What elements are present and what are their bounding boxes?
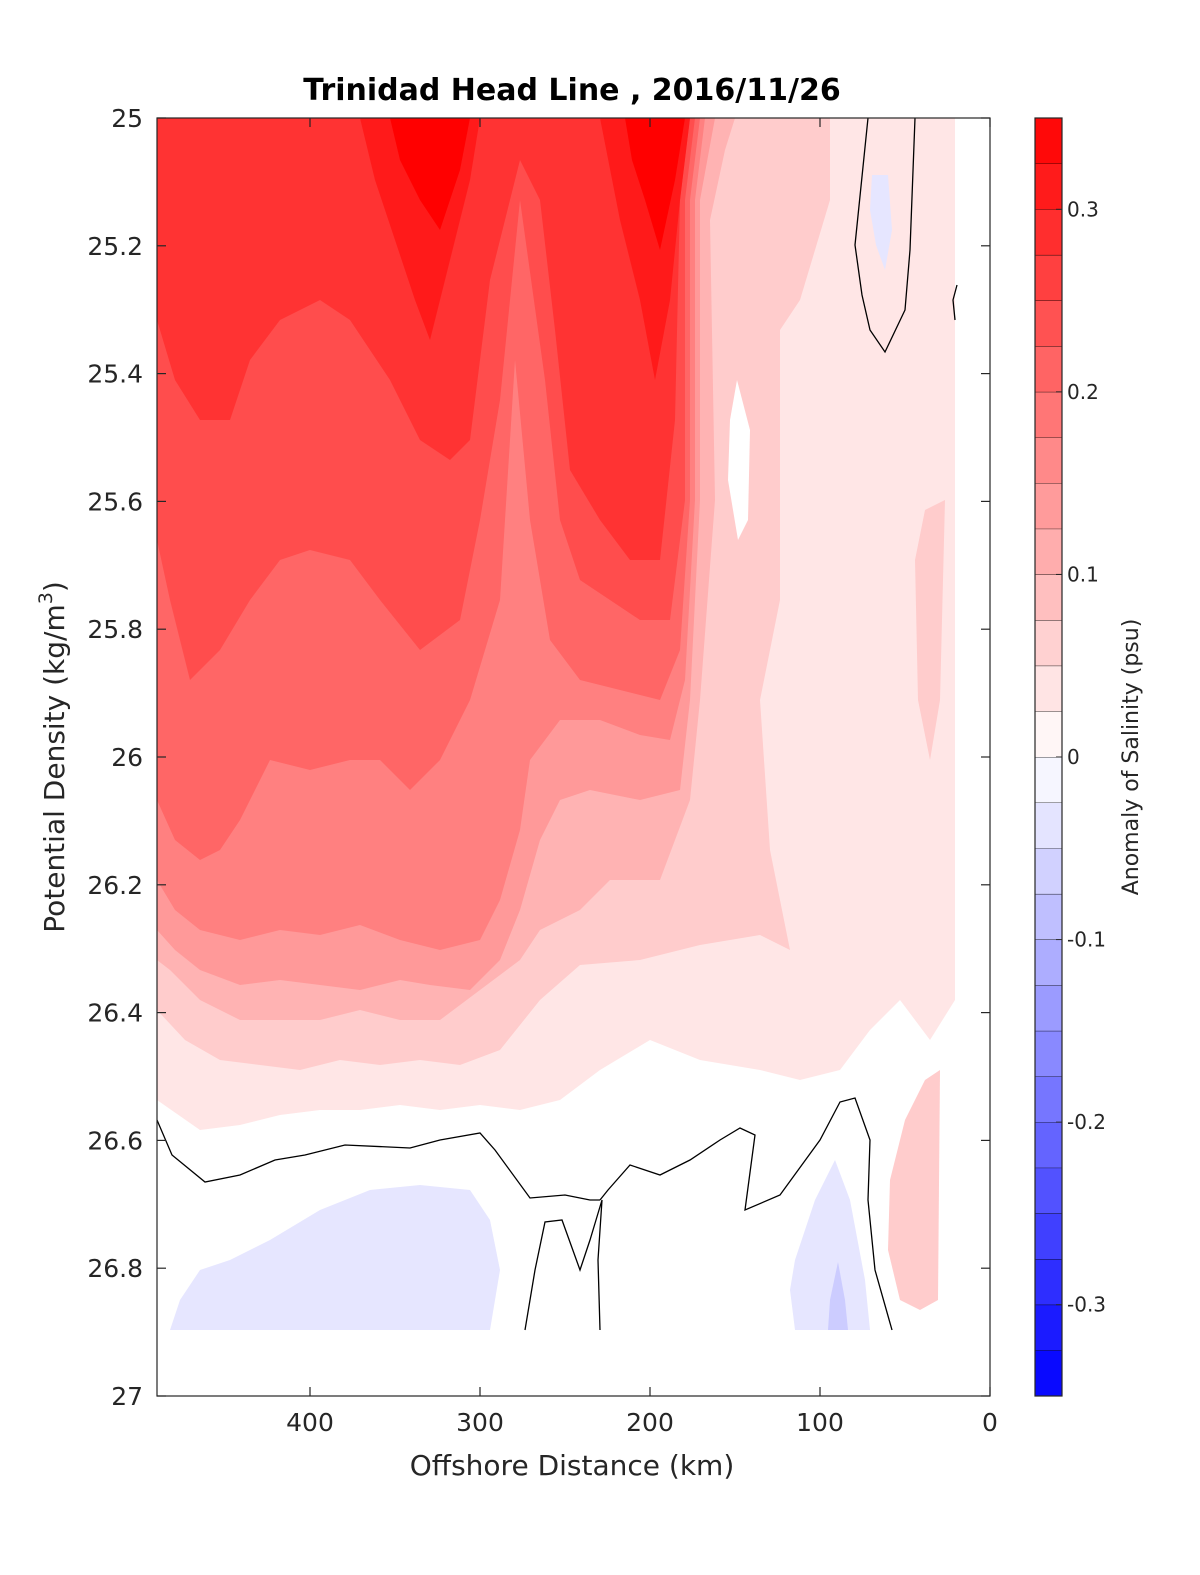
colorbar-step	[1035, 1076, 1062, 1123]
filled-contours	[157, 118, 955, 1330]
x-tick-label: 100	[796, 1408, 844, 1437]
x-tick-label: 300	[456, 1408, 504, 1437]
y-axis-label-main: Potential Density (kg/m	[38, 604, 71, 933]
colorbar-step	[1035, 346, 1062, 392]
y-tick-label: 25.6	[87, 487, 143, 516]
y-tick-label: 26	[111, 743, 143, 772]
colorbar-step	[1035, 574, 1062, 621]
y-tick-label: 25	[111, 104, 143, 133]
y-tick-label: 26.6	[87, 1126, 143, 1155]
colorbar-step	[1035, 985, 1062, 1031]
y-tick-label: 25.4	[87, 360, 143, 389]
x-axis-label: Offshore Distance (km)	[410, 1449, 735, 1482]
colorbar-tick-label: -0.2	[1067, 1110, 1106, 1134]
colorbar-tick-label: 0.3	[1067, 197, 1099, 221]
colorbar-step	[1035, 254, 1062, 301]
chart-title: Trinidad Head Line , 2016/11/26	[303, 73, 840, 108]
contour-fill-0-3d	[625, 118, 685, 250]
colorbar-label: Anomaly of Salinity (psu)	[1119, 619, 1144, 896]
colorbar-step	[1035, 711, 1062, 757]
colorbar-tick-label: 0	[1067, 745, 1080, 769]
colorbar: 0.3 0.2 0.1 0 -0.1 -0.2 -0.3 Anomaly of Salini…	[1034, 117, 1144, 1397]
colorbar-step	[1035, 665, 1062, 712]
y-axis-label-superscript: 3	[35, 592, 57, 604]
x-tick-label: 400	[286, 1408, 334, 1437]
colorbar-step	[1035, 391, 1062, 438]
colorbar-step	[1035, 1259, 1062, 1305]
contour-fill-zero-pocket	[728, 380, 750, 540]
colorbar-steps	[1035, 117, 1062, 1396]
colorbar-step	[1035, 1350, 1062, 1396]
colorbar-step	[1035, 1167, 1062, 1214]
colorbar-ticks: 0.3 0.2 0.1 0 -0.1 -0.2 -0.3	[1056, 197, 1106, 1317]
colorbar-step	[1035, 1030, 1062, 1077]
plot-area: 400 300 200 100 0 25 25.2 25.4 25.6 25.8 26 26.2 26…	[87, 104, 998, 1437]
contour-fill-0-25	[157, 118, 690, 560]
colorbar-step	[1035, 209, 1062, 255]
colorbar-step	[1035, 300, 1062, 347]
y-tick-label: 26.2	[87, 871, 143, 900]
y-tick-label: 26.8	[87, 1254, 143, 1283]
y-axis-ticks: 25 25.2 25.4 25.6 25.8 26 26.2 26.4 26.6 26.8 27	[87, 104, 990, 1411]
colorbar-step	[1035, 1213, 1062, 1260]
colorbar-step	[1035, 437, 1062, 484]
y-tick-label: 27	[111, 1382, 143, 1411]
colorbar-step	[1035, 620, 1062, 666]
zero-contour-lines	[157, 118, 958, 1331]
colorbar-step	[1035, 118, 1062, 164]
colorbar-step	[1035, 893, 1062, 940]
colorbar-step	[1035, 163, 1062, 210]
colorbar-step	[1035, 802, 1062, 849]
colorbar-tick-label: 0.1	[1067, 562, 1099, 586]
colorbar-tick-label: -0.1	[1067, 928, 1106, 952]
colorbar-step	[1035, 483, 1062, 529]
y-axis-label: Potential Density (kg/m3)	[35, 581, 71, 933]
contour-fill-neg-0-025c	[870, 175, 892, 270]
y-tick-label: 25.8	[87, 615, 143, 644]
contour-fill-neg-0-05	[828, 1262, 848, 1330]
contour-fill-nearshore-b	[915, 500, 945, 760]
colorbar-tick-label: 0.2	[1067, 380, 1099, 404]
zero-contour-line-d	[854, 118, 916, 354]
zero-contour-line-c	[524, 1199, 603, 1331]
zero-contour-line-b	[599, 1097, 893, 1331]
x-axis-ticks: 400 300 200 100 0	[286, 118, 998, 1437]
colorbar-step	[1035, 939, 1062, 986]
zero-contour-line-a	[157, 1119, 600, 1201]
zero-contour-line-e	[952, 284, 958, 321]
x-tick-label: 200	[626, 1408, 674, 1437]
contour-fill-0-3c	[390, 118, 470, 230]
x-tick-label: 0	[982, 1408, 998, 1437]
colorbar-step	[1035, 528, 1062, 575]
colorbar-step	[1035, 1122, 1062, 1168]
colorbar-step	[1035, 848, 1062, 894]
y-tick-label: 25.2	[87, 232, 143, 261]
colorbar-step	[1035, 1304, 1062, 1351]
y-axis-label-close: )	[38, 581, 71, 592]
contour-fill-nearshore	[888, 1070, 940, 1310]
colorbar-step	[1035, 757, 1062, 803]
contour-fill-neg-0-025b	[790, 1160, 870, 1330]
contour-fill-neg-0-025	[170, 1185, 500, 1330]
colorbar-tick-label: -0.3	[1067, 1293, 1106, 1317]
y-tick-label: 26.4	[87, 999, 143, 1028]
